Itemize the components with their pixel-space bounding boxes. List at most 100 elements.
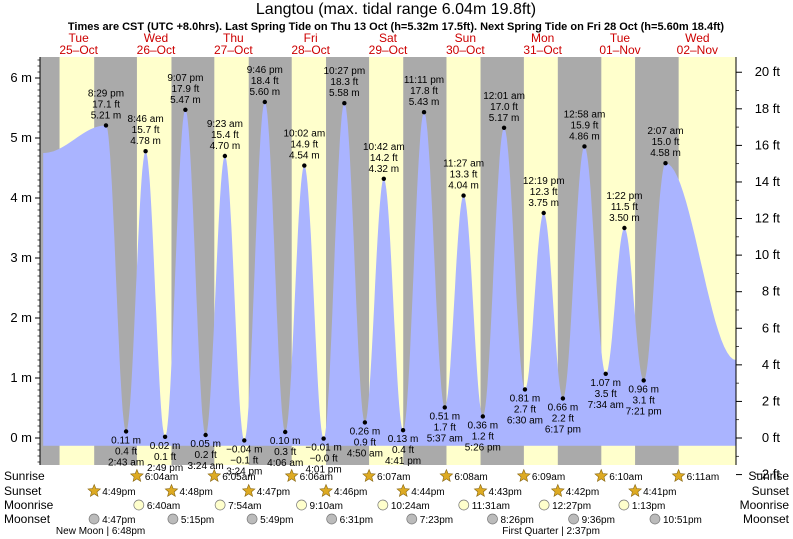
row-label-right: Moonrise: [740, 498, 790, 512]
low-tide-m-label: 0.13 m: [388, 434, 419, 445]
high-tide-m-label: 5.60 m: [250, 87, 281, 98]
right-tick-label: 12 ft: [755, 211, 781, 226]
moonrise-moon-icon: [458, 499, 470, 511]
day-name-label: Wed: [144, 31, 168, 45]
low-tide-ft-label: 0.1 ft: [154, 452, 176, 463]
high-tide-point: [622, 225, 627, 231]
moonrise-time-label: 6:40am: [147, 501, 180, 512]
low-tide-m-label: 0.81 m: [510, 393, 541, 404]
low-tide-ft-label: 2.7 ft: [514, 404, 536, 415]
low-tide-time-label: 3:24 am: [188, 461, 224, 472]
moonrise-time-label: 7:54am: [228, 501, 261, 512]
right-tick-label: 14 ft: [755, 174, 781, 189]
sunset-star-icon: [319, 483, 333, 497]
low-tide-ft-label: 0.2 ft: [194, 450, 216, 461]
low-tide-m-label: 0.02 m: [150, 441, 181, 452]
sunset-star-icon: [628, 483, 643, 497]
high-tide-m-label: 3.50 m: [609, 213, 640, 224]
low-tide-ft-label: 0.9 ft: [354, 437, 376, 448]
low-tide-time-label: 3:24 pm: [226, 466, 262, 477]
moonrise-moon-icon: [133, 499, 145, 511]
low-tide-point: [362, 420, 368, 425]
low-tide-point: [283, 429, 288, 435]
moonset-moon-icon: [167, 513, 179, 525]
day-date-label: 31–Oct: [523, 43, 562, 57]
low-tide-m-label: 0.66 m: [548, 402, 579, 413]
sunrise-time-label: 6:09am: [532, 472, 565, 483]
sunrise-time-label: 6:06am: [300, 472, 333, 483]
sunset-star-icon: [473, 483, 488, 497]
low-tide-m-label: 0.05 m: [190, 439, 221, 450]
low-tide-ft-label: 2.2 ft: [552, 413, 574, 424]
day-date-label: 02–Nov: [677, 43, 718, 57]
right-tick-label: 8 ft: [762, 284, 780, 299]
moonset-time-label: 6:31pm: [340, 515, 373, 526]
right-tick-label: 2 ft: [762, 393, 780, 408]
moonset-time-label: 5:15pm: [181, 515, 214, 526]
left-tick-label: 0 m: [10, 430, 32, 445]
sunset-time-label: 4:43pm: [489, 487, 522, 498]
day-name-label: Mon: [531, 31, 554, 45]
high-tide-m-label: 5.58 m: [329, 88, 360, 99]
high-tide-point: [461, 193, 466, 198]
high-tide-ft-label: 13.3 ft: [450, 170, 478, 181]
high-tide-ft-label: 14.9 ft: [290, 140, 318, 151]
low-tide-ft-label: 0.3 ft: [274, 447, 296, 458]
left-tick-label: 1 m: [10, 370, 32, 385]
sunset-star-icon: [164, 483, 179, 497]
moonset-moon-icon: [406, 513, 418, 525]
row-label-right: Sunset: [752, 484, 790, 498]
moonset-time-label: 8:26pm: [500, 515, 533, 526]
high-tide-point: [381, 176, 387, 181]
low-tide-m-label: 0.36 m: [468, 420, 499, 431]
high-tide-time-label: 11:27 am: [443, 159, 484, 170]
moonrise-time-label: 11:31am: [472, 501, 510, 512]
sunset-time-label: 4:49pm: [102, 487, 135, 498]
low-tide-m-label: 0.51 m: [429, 411, 460, 422]
moonrise-time-label: 9:10am: [310, 501, 343, 512]
high-tide-ft-label: 11.5 ft: [611, 202, 638, 213]
left-tick-label: 2 m: [10, 310, 32, 325]
high-tide-ft-label: 17.8 ft: [410, 86, 438, 97]
left-tick-label: 5 m: [10, 130, 32, 145]
high-tide-m-label: 4.32 m: [369, 164, 400, 175]
right-tick-label: 0 ft: [762, 430, 780, 445]
sunrise-star-icon: [516, 468, 531, 482]
row-label-left: Moonrise: [4, 498, 54, 512]
low-tide-m-label: 0.11 m: [111, 435, 141, 446]
sunrise-star-icon: [439, 468, 454, 482]
low-tide-m-label: 0.10 m: [270, 436, 301, 447]
sunset-time-label: 4:41pm: [643, 487, 676, 498]
moonset-time-label: 9:36pm: [582, 515, 615, 526]
low-tide-m-label: 0.26 m: [350, 426, 381, 437]
low-tide-m-label: −0.04 m: [226, 444, 262, 455]
moonrise-moon-icon: [618, 499, 630, 511]
moonset-time-label: 7:23pm: [420, 515, 453, 526]
left-tick-label: 3 m: [10, 250, 32, 265]
sunset-star-icon: [87, 483, 102, 497]
right-tick-label: 18 ft: [755, 101, 781, 116]
moonrise-time-label: 10:24am: [391, 501, 430, 512]
tide-curve: [43, 102, 736, 446]
low-tide-point: [522, 387, 528, 392]
high-tide-time-label: 2:07 am: [647, 126, 683, 137]
low-tide-point: [162, 434, 168, 439]
sunset-time-label: 4:48pm: [179, 487, 212, 498]
low-tide-ft-label: −0.1 ft: [230, 455, 258, 466]
low-tide-ft-label: 3.5 ft: [595, 389, 617, 400]
day-labels: Tue25–OctWed26–OctThu27–OctFri28–OctSat2…: [59, 31, 718, 57]
low-tide-time-label: 4:50 am: [347, 448, 383, 459]
high-tide-ft-label: 15.4 ft: [211, 130, 239, 141]
high-tide-time-label: 8:29 pm: [88, 88, 124, 99]
day-date-label: 30–Oct: [446, 43, 485, 57]
low-tide-point: [400, 428, 406, 433]
day-name-label: Fri: [304, 31, 318, 45]
high-tide-time-label: 10:27 pm: [323, 66, 365, 77]
day-date-label: 28–Oct: [291, 43, 330, 57]
moonset-moon-icon: [649, 513, 661, 525]
high-tide-time-label: 12:19 pm: [523, 176, 565, 187]
high-tide-m-label: 5.21 m: [91, 110, 122, 121]
low-tide-time-label: 2:43 am: [108, 457, 144, 468]
low-tide-time-label: 4:41 pm: [385, 456, 421, 467]
high-tide-ft-label: 15.9 ft: [571, 120, 599, 131]
